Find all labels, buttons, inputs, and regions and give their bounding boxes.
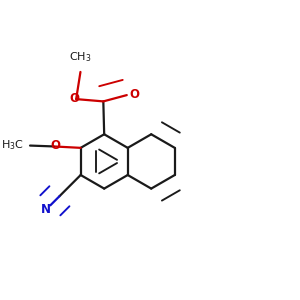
Text: O: O (51, 139, 61, 152)
Text: CH$_3$: CH$_3$ (69, 50, 92, 64)
Text: O: O (69, 92, 79, 105)
Text: O: O (130, 88, 140, 101)
Text: N: N (41, 203, 51, 216)
Text: H$_3$C: H$_3$C (2, 138, 24, 152)
